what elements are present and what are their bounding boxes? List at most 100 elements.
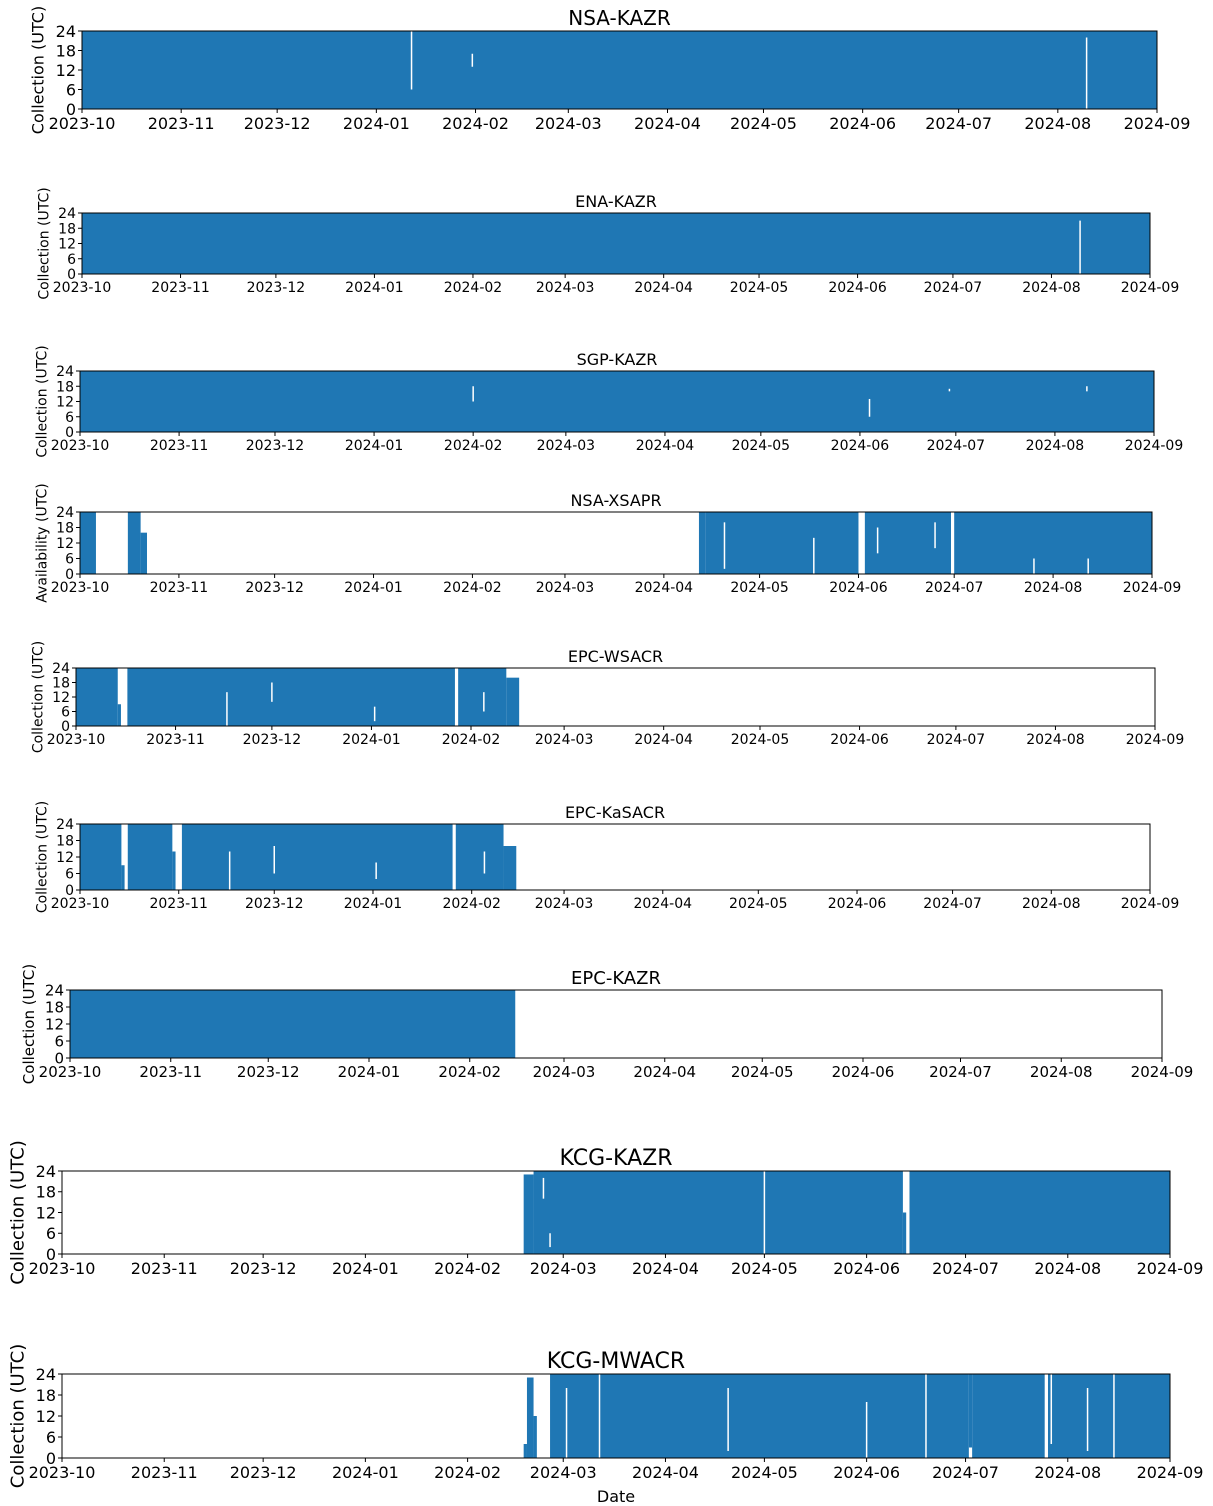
coverage-block <box>972 1374 1045 1458</box>
gap-mark <box>925 1374 927 1458</box>
y-axis-label: Collection (UTC) <box>30 641 46 753</box>
x-tick-label: 2024-08 <box>1030 1063 1093 1081</box>
x-tick-label: 2023-12 <box>237 1063 300 1081</box>
chart-title: KCG-KAZR <box>559 1146 672 1171</box>
y-tick-label: 0 <box>67 267 76 283</box>
y-tick-label: 24 <box>56 817 74 833</box>
x-tick-label: 2024-04 <box>632 1463 699 1482</box>
x-tick-label: 2024-08 <box>1026 732 1085 748</box>
y-axis-label: Collection (UTC) <box>34 345 50 457</box>
x-tick-label: 2024-04 <box>634 114 701 133</box>
x-tick-label: 2024-07 <box>927 438 986 454</box>
x-tick-label: 2024-06 <box>831 438 890 454</box>
coverage-block <box>902 1212 907 1254</box>
gap-mark <box>865 1402 868 1458</box>
x-tick-label: 2023-10 <box>29 1463 96 1482</box>
coverage-block <box>82 213 1150 274</box>
x-tick-label: 2023-11 <box>150 580 209 596</box>
y-tick-label: 12 <box>36 1407 56 1426</box>
y-axis-label: Collection (UTC) <box>20 964 38 1084</box>
chart-title: NSA-KAZR <box>568 6 671 30</box>
y-tick-label: 12 <box>58 237 76 253</box>
y-tick-label: 18 <box>56 41 76 60</box>
x-tick-label: 2023-12 <box>243 732 302 748</box>
x-tick-label: 2024-07 <box>925 114 992 133</box>
coverage-block <box>864 512 951 574</box>
x-tick-label: 2024-08 <box>1024 114 1091 133</box>
coverage-block <box>127 668 455 726</box>
coverage-block <box>80 824 122 890</box>
y-tick-label: 12 <box>36 1203 56 1222</box>
coverage-block <box>954 512 1152 574</box>
x-tick-label: 2023-12 <box>230 1259 297 1278</box>
coverage-block <box>127 512 141 574</box>
gap-mark <box>483 851 486 874</box>
x-tick-label: 2024-02 <box>444 280 503 296</box>
y-tick-label: 6 <box>46 1428 56 1447</box>
y-tick-label: 24 <box>56 22 76 41</box>
coverage-block <box>698 512 706 574</box>
y-axis-label: Availability (UTC) <box>34 483 50 602</box>
y-tick-label: 18 <box>56 834 74 850</box>
x-tick-label: 2024-01 <box>345 280 404 296</box>
chart-title: SGP-KAZR <box>577 350 658 369</box>
y-tick-label: 6 <box>65 552 74 568</box>
x-tick-label: 2024-02 <box>443 580 502 596</box>
x-tick-label: 2023-12 <box>245 580 304 596</box>
gap-mark <box>813 537 815 574</box>
chart-title: KCG-MWACR <box>547 1349 685 1374</box>
coverage-block <box>506 677 520 726</box>
x-tick-label: 2024-04 <box>634 280 693 296</box>
gap-mark <box>472 386 474 402</box>
y-tick-label: 18 <box>52 676 70 692</box>
y-tick-label: 6 <box>67 252 76 268</box>
gap-mark <box>549 1233 551 1248</box>
x-tick-label: 2024-05 <box>730 114 797 133</box>
y-tick-label: 18 <box>36 1386 56 1405</box>
gap-mark <box>1087 558 1089 574</box>
coverage-block <box>533 1171 903 1254</box>
y-tick-label: 24 <box>36 1365 56 1384</box>
x-tick-label: 2023-10 <box>53 280 112 296</box>
gap-mark <box>226 692 228 726</box>
coverage-block <box>968 1374 973 1448</box>
x-tick-label: 2023-10 <box>51 438 110 454</box>
x-tick-label: 2024-04 <box>636 438 695 454</box>
coverage-block <box>909 1171 1170 1254</box>
coverage-block <box>523 1174 534 1254</box>
coverage-block <box>533 1416 537 1458</box>
gap-mark <box>1113 1374 1115 1458</box>
x-tick-label: 2024-05 <box>731 732 790 748</box>
x-tick-label: 2024-05 <box>732 438 791 454</box>
x-tick-label: 2024-06 <box>833 1259 900 1278</box>
gap-mark <box>542 1177 545 1199</box>
x-tick-label: 2023-11 <box>148 114 215 133</box>
y-tick-label: 0 <box>65 425 74 441</box>
coverage-block <box>140 532 147 574</box>
y-tick-label: 0 <box>61 719 70 735</box>
x-tick-label: 2024-07 <box>923 896 982 912</box>
y-tick-label: 18 <box>58 221 76 237</box>
gap-mark <box>1050 1374 1053 1444</box>
x-tick-label: 2024-09 <box>1121 896 1180 912</box>
gap-mark <box>228 851 231 890</box>
x-tick-label: 2023-12 <box>246 438 305 454</box>
y-tick-label: 12 <box>45 1015 64 1033</box>
y-axis-label: Collection (UTC) <box>34 801 50 913</box>
y-tick-label: 0 <box>54 1049 64 1067</box>
x-tick-label: 2024-08 <box>1022 896 1081 912</box>
x-tick-label: 2024-05 <box>730 580 789 596</box>
gap-mark <box>876 527 879 554</box>
x-tick-label: 2024-07 <box>932 1463 999 1482</box>
x-tick-label: 2023-10 <box>29 1259 96 1278</box>
x-tick-label: 2024-08 <box>1024 580 1083 596</box>
x-tick-label: 2024-09 <box>1137 1463 1204 1482</box>
x-tick-label: 2024-01 <box>332 1259 399 1278</box>
x-tick-label: 2023-12 <box>245 896 304 912</box>
x-tick-label: 2023-10 <box>47 732 106 748</box>
chart-title: NSA-XSAPR <box>570 491 661 510</box>
x-tick-label: 2024-02 <box>442 114 509 133</box>
